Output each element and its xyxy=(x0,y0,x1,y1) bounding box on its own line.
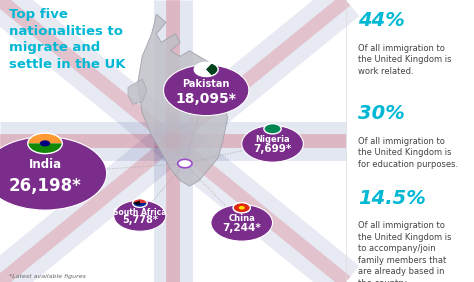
Circle shape xyxy=(242,125,303,162)
Circle shape xyxy=(194,62,218,76)
Circle shape xyxy=(264,124,281,134)
Text: 26,198*: 26,198* xyxy=(9,177,82,195)
Wedge shape xyxy=(133,199,147,203)
Wedge shape xyxy=(133,203,147,207)
Text: Pakistan: Pakistan xyxy=(182,79,230,89)
Circle shape xyxy=(28,133,62,154)
Polygon shape xyxy=(128,79,147,104)
Circle shape xyxy=(164,65,249,116)
Text: 14.5%: 14.5% xyxy=(358,189,426,208)
FancyBboxPatch shape xyxy=(0,0,346,282)
Text: 30%: 30% xyxy=(358,104,405,123)
Text: 7,699*: 7,699* xyxy=(254,144,292,154)
Circle shape xyxy=(178,159,192,168)
Text: Of all immigration to
the United Kingdom is
for education purposes.: Of all immigration to the United Kingdom… xyxy=(358,137,458,169)
Wedge shape xyxy=(28,143,62,154)
Circle shape xyxy=(211,204,273,241)
Text: *Latest available figures: *Latest available figures xyxy=(9,274,86,279)
Text: South Africa: South Africa xyxy=(113,208,166,217)
FancyBboxPatch shape xyxy=(346,0,474,282)
Circle shape xyxy=(133,199,147,207)
Wedge shape xyxy=(264,124,277,134)
Text: 44%: 44% xyxy=(358,11,405,30)
Wedge shape xyxy=(194,62,212,76)
Text: 18,095*: 18,095* xyxy=(176,92,237,106)
Circle shape xyxy=(0,137,107,210)
Text: Nigeria: Nigeria xyxy=(255,135,290,144)
Text: 7,244*: 7,244* xyxy=(222,223,261,233)
Polygon shape xyxy=(133,201,140,205)
Polygon shape xyxy=(137,14,228,186)
Circle shape xyxy=(40,140,50,146)
Text: 5,778*: 5,778* xyxy=(122,215,158,225)
Text: Of all immigration to
the United Kingdom is
to accompany/join
family members tha: Of all immigration to the United Kingdom… xyxy=(358,221,451,282)
Text: Top five
nationalities to
migrate and
settle in the UK: Top five nationalities to migrate and se… xyxy=(9,8,126,71)
Circle shape xyxy=(239,206,245,210)
Wedge shape xyxy=(268,124,281,134)
Wedge shape xyxy=(28,133,62,143)
Text: China: China xyxy=(228,214,255,223)
Wedge shape xyxy=(206,63,218,76)
Text: India: India xyxy=(28,158,62,171)
Circle shape xyxy=(233,202,250,213)
Text: Of all immigration to
the United Kingdom is
work related.: Of all immigration to the United Kingdom… xyxy=(358,44,451,76)
Circle shape xyxy=(114,200,166,231)
